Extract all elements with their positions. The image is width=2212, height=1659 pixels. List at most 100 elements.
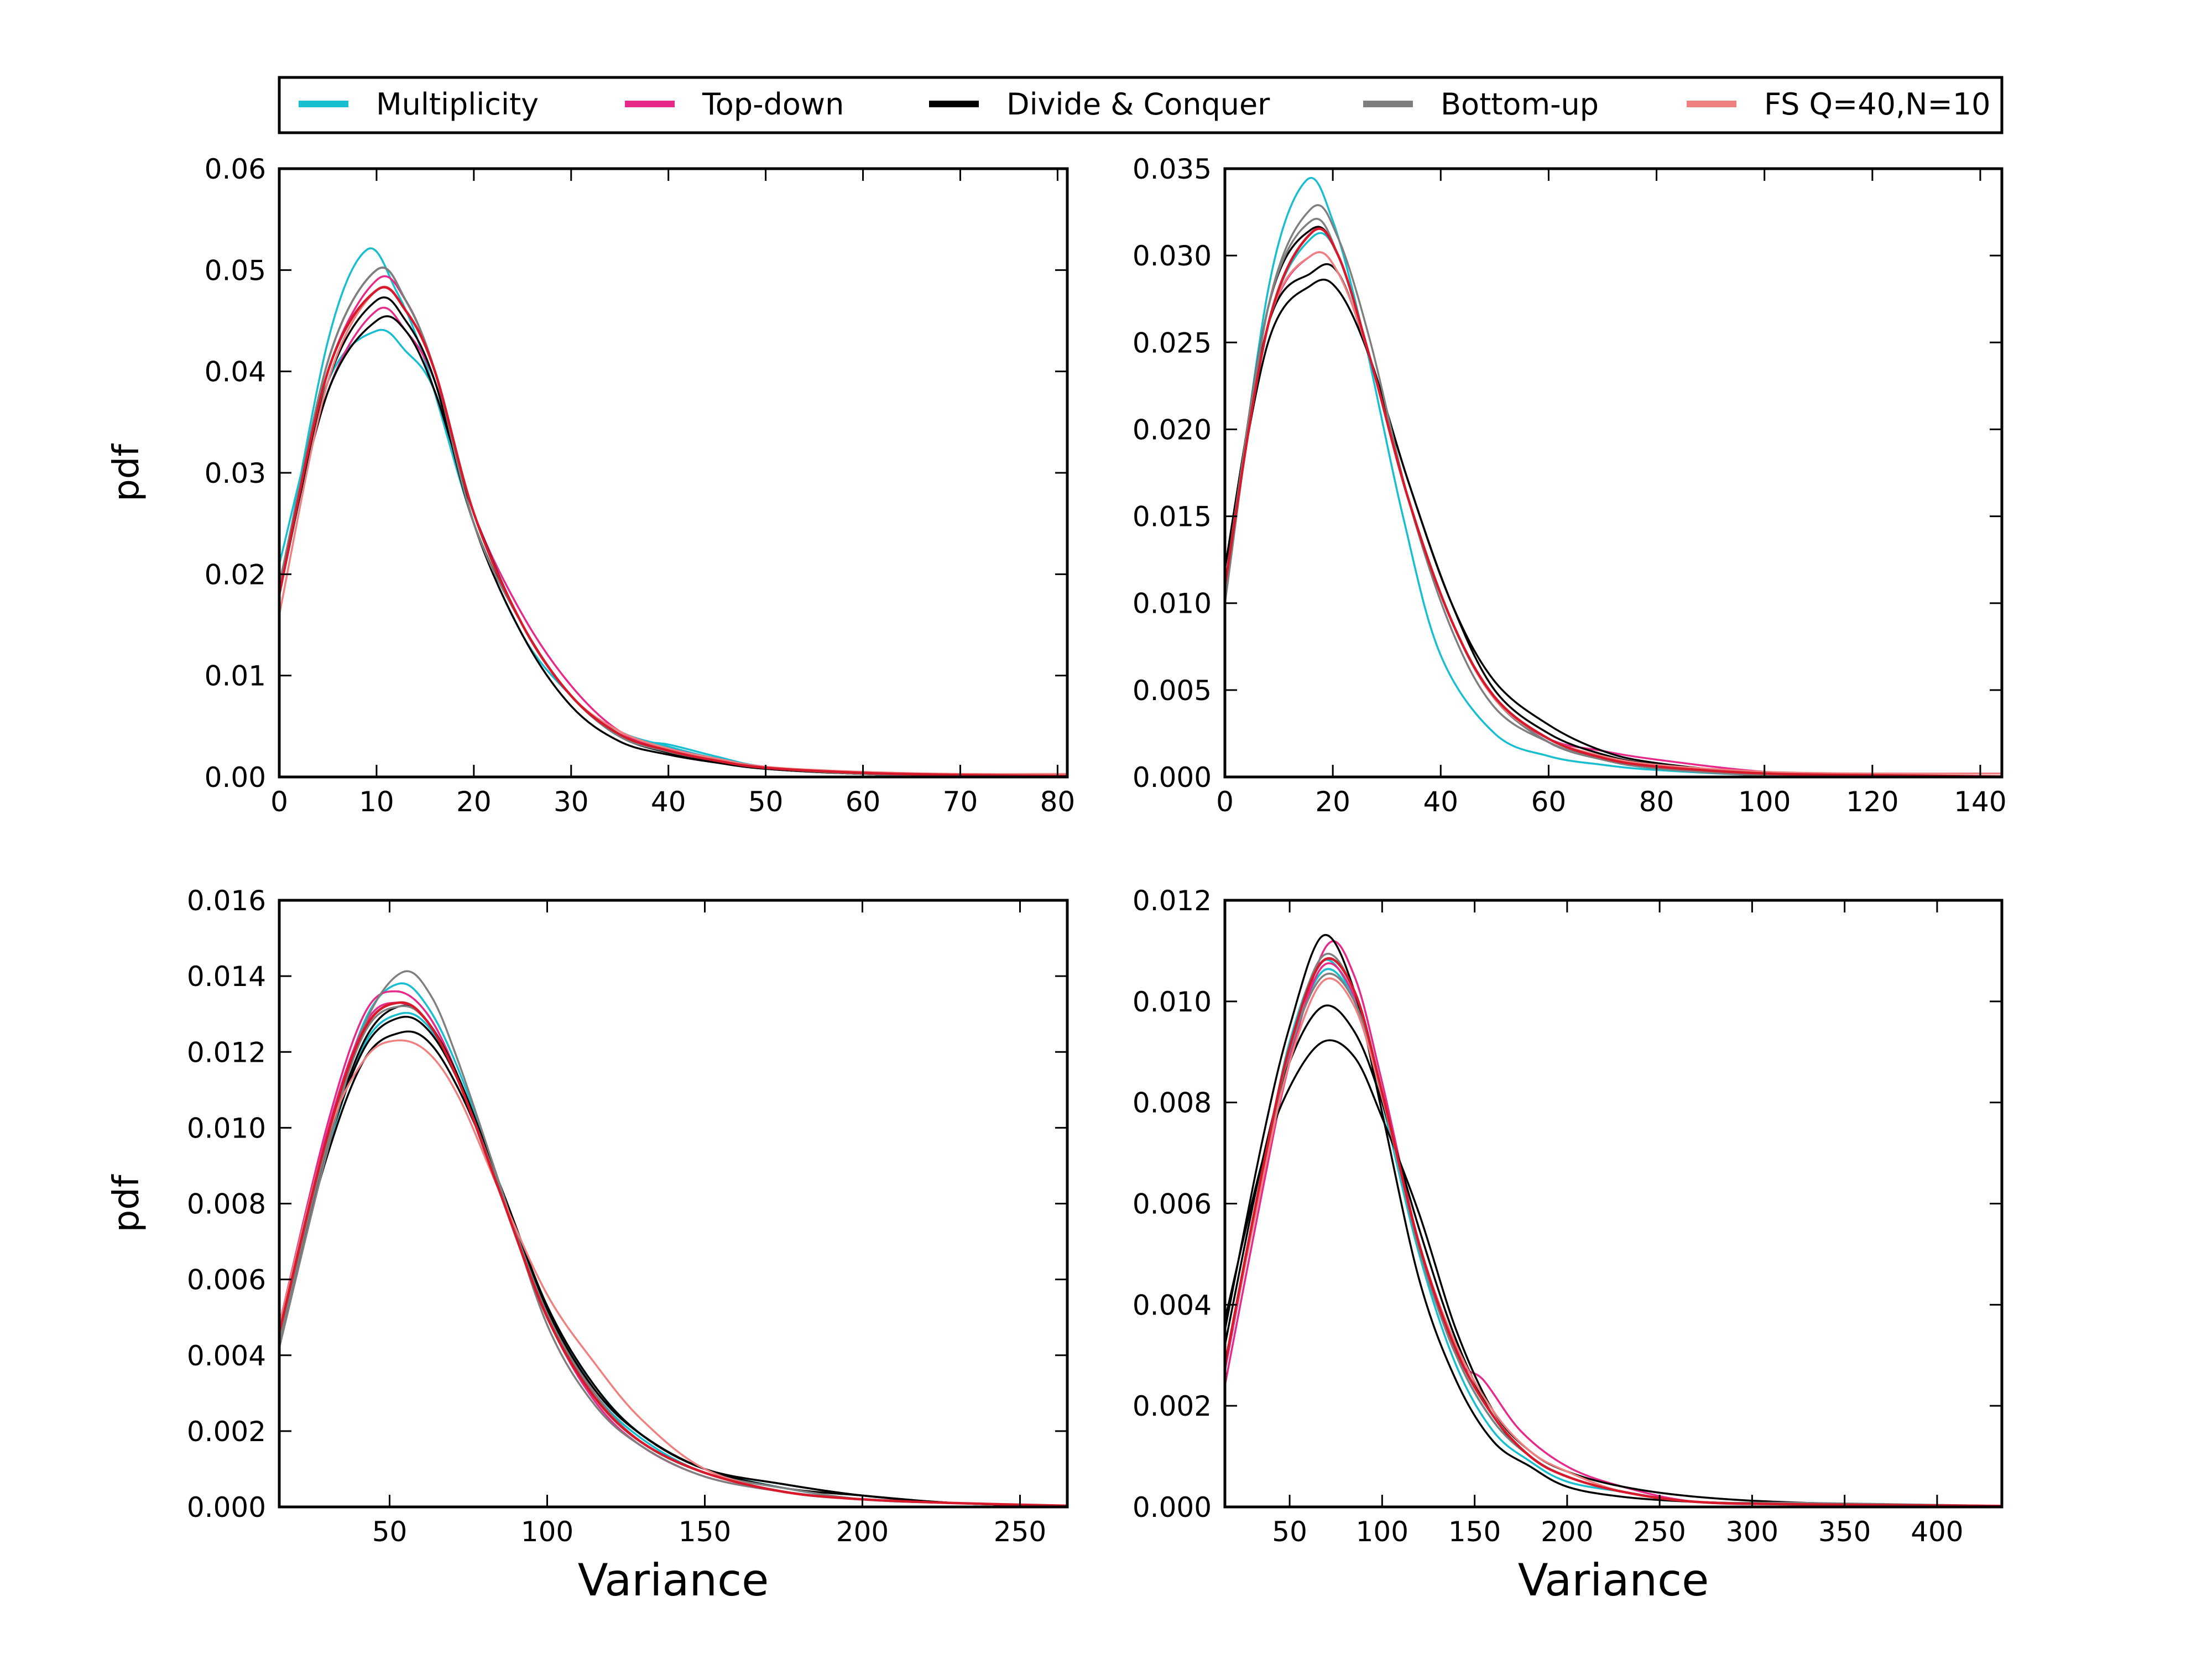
y-axis-label: pdf — [106, 1174, 147, 1232]
y-tick-label: 0.012 — [1133, 885, 1212, 917]
y-tick-label: 0.01 — [205, 660, 266, 692]
series-line-top-down — [1225, 940, 2002, 1507]
x-tick-label: 120 — [1846, 786, 1898, 818]
series-line-multiplicity — [279, 1011, 1067, 1507]
x-tick-label: 50 — [748, 786, 784, 818]
series-line-bottom-up — [279, 970, 1067, 1507]
x-tick-label: 200 — [836, 1516, 889, 1548]
y-axis-label: pdf — [106, 444, 147, 502]
series-line-multiplicity — [279, 328, 1067, 777]
x-tick-label: 200 — [1541, 1516, 1593, 1548]
series-line-divide-conquer — [279, 296, 1067, 777]
series-line-bottom-up — [1225, 204, 2002, 777]
x-tick-label: 50 — [372, 1516, 408, 1548]
x-tick-label: 40 — [651, 786, 686, 818]
series-line-multiplicity — [279, 247, 1067, 777]
series-line-divide-conquer — [279, 267, 1067, 777]
y-tick-label: 0.006 — [1133, 1188, 1212, 1220]
legend: Multiplicity Top-down Divide & Conquer Bott… — [278, 76, 2004, 134]
x-tick-label: 300 — [1726, 1516, 1778, 1548]
y-tick-label: 0.008 — [1133, 1087, 1212, 1119]
x-tick-label: 70 — [943, 786, 978, 818]
x-tick-label: 0 — [270, 786, 288, 818]
x-tick-label: 100 — [1738, 786, 1791, 818]
series-line-top-down — [279, 275, 1067, 777]
y-tick-label: 0.04 — [205, 356, 266, 388]
x-tick-label: 30 — [554, 786, 589, 818]
y-tick-label: 0.014 — [187, 961, 266, 993]
axes-frame — [278, 167, 1069, 779]
y-tick-label: 0.015 — [1133, 501, 1212, 533]
y-tick-label: 0.03 — [205, 457, 266, 489]
series-line-divide-conquer — [1225, 934, 2002, 1507]
x-tick-label: 150 — [1448, 1516, 1501, 1548]
y-tick-label: 0.002 — [187, 1416, 266, 1448]
series-line-top-down — [1225, 226, 2002, 777]
series-line-fs-q-40-n-10 — [1225, 977, 2002, 1507]
series-line-top-down — [1225, 251, 2002, 777]
series-group — [279, 247, 1067, 777]
y-tick-label: 0.030 — [1133, 240, 1212, 272]
x-tick-label: 60 — [1531, 786, 1567, 818]
x-tick-label: 40 — [1423, 786, 1458, 818]
series-line-divide-conquer — [1225, 263, 2002, 777]
y-tick-label: 0.002 — [1133, 1390, 1212, 1422]
legend-label-fs-q-40-n-10: FS Q=40,N=10 — [1764, 87, 1991, 122]
x-tick-label: 100 — [521, 1516, 573, 1548]
series-line-multiplicity — [1225, 958, 2002, 1507]
series-line-divide-conquer — [1225, 1039, 2002, 1507]
y-tick-label: 0.006 — [187, 1264, 266, 1296]
axes-frame — [1223, 167, 2004, 779]
y-tick-label: 0.010 — [1133, 986, 1212, 1018]
legend-label-multiplicity: Multiplicity — [376, 87, 539, 122]
y-tick-label: 0.010 — [187, 1112, 266, 1144]
x-tick-label: 400 — [1911, 1516, 1963, 1548]
axes-frame — [1223, 899, 2004, 1509]
x-axis-label: Variance — [1518, 1554, 1709, 1606]
x-tick-label: 20 — [456, 786, 492, 818]
series-line-bottom-up — [1225, 972, 2002, 1507]
legend-label-bottom-up: Bottom-up — [1441, 87, 1599, 122]
x-tick-label: 350 — [1818, 1516, 1871, 1548]
x-tick-label: 10 — [359, 786, 394, 818]
x-tick-label: 100 — [1356, 1516, 1408, 1548]
y-tick-label: 0.016 — [187, 885, 266, 917]
y-tick-label: 0.025 — [1133, 327, 1212, 359]
y-tick-label: 0.035 — [1133, 153, 1212, 185]
panel-bottom-right: 50 100 150 200 250 300 350 400 0.000 0.002 0.004 0.… — [1133, 885, 2004, 1606]
x-tick-label: 150 — [679, 1516, 731, 1548]
series-line-bottom-up — [279, 267, 1067, 777]
series-group — [1225, 176, 2002, 777]
series-line-multiplicity — [279, 982, 1067, 1507]
series-line-divide-conquer — [1225, 278, 2002, 777]
series-line-top-down — [279, 1001, 1067, 1507]
x-tick-label: 20 — [1315, 786, 1350, 818]
y-tick-label: 0.000 — [187, 1491, 266, 1524]
y-tick-label: 0.005 — [1133, 675, 1212, 707]
series-line-bottom-up — [1225, 217, 2002, 777]
series-group — [279, 970, 1067, 1507]
y-tick-label: 0.00 — [205, 761, 266, 794]
series-line-divide-conquer — [1225, 226, 2002, 777]
series-line-overlay — [1225, 957, 2002, 1507]
series-line-divide-conquer — [279, 1030, 1067, 1507]
series-line-multiplicity — [1225, 176, 2002, 777]
legend-label-divide-conquer: Divide & Conquer — [1006, 87, 1270, 122]
series-line-top-down — [279, 990, 1067, 1507]
series-line-multiplicity — [1225, 232, 2002, 777]
series-line-fs-q-40-n-10 — [279, 1039, 1067, 1507]
series-line-fs-q-40-n-10 — [1225, 251, 2002, 775]
y-tick-label: 0.012 — [187, 1036, 266, 1068]
series-line-overlay — [279, 1001, 1067, 1507]
legend-label-top-down: Top-down — [702, 87, 844, 122]
series-line-multiplicity — [1225, 968, 2002, 1507]
x-tick-label: 250 — [1633, 1516, 1686, 1548]
series-line-divide-conquer — [279, 1015, 1067, 1507]
x-tick-label: 50 — [1272, 1516, 1307, 1548]
x-axis-label: Variance — [578, 1554, 769, 1606]
y-tick-label: 0.004 — [1133, 1289, 1212, 1321]
panel-top-right: 0 20 40 60 80 100 120 140 0.000 0.005 0.010 0.015 0.… — [1133, 153, 2007, 818]
y-tick-label: 0.02 — [205, 559, 266, 591]
series-line-bottom-up — [1225, 952, 2002, 1507]
